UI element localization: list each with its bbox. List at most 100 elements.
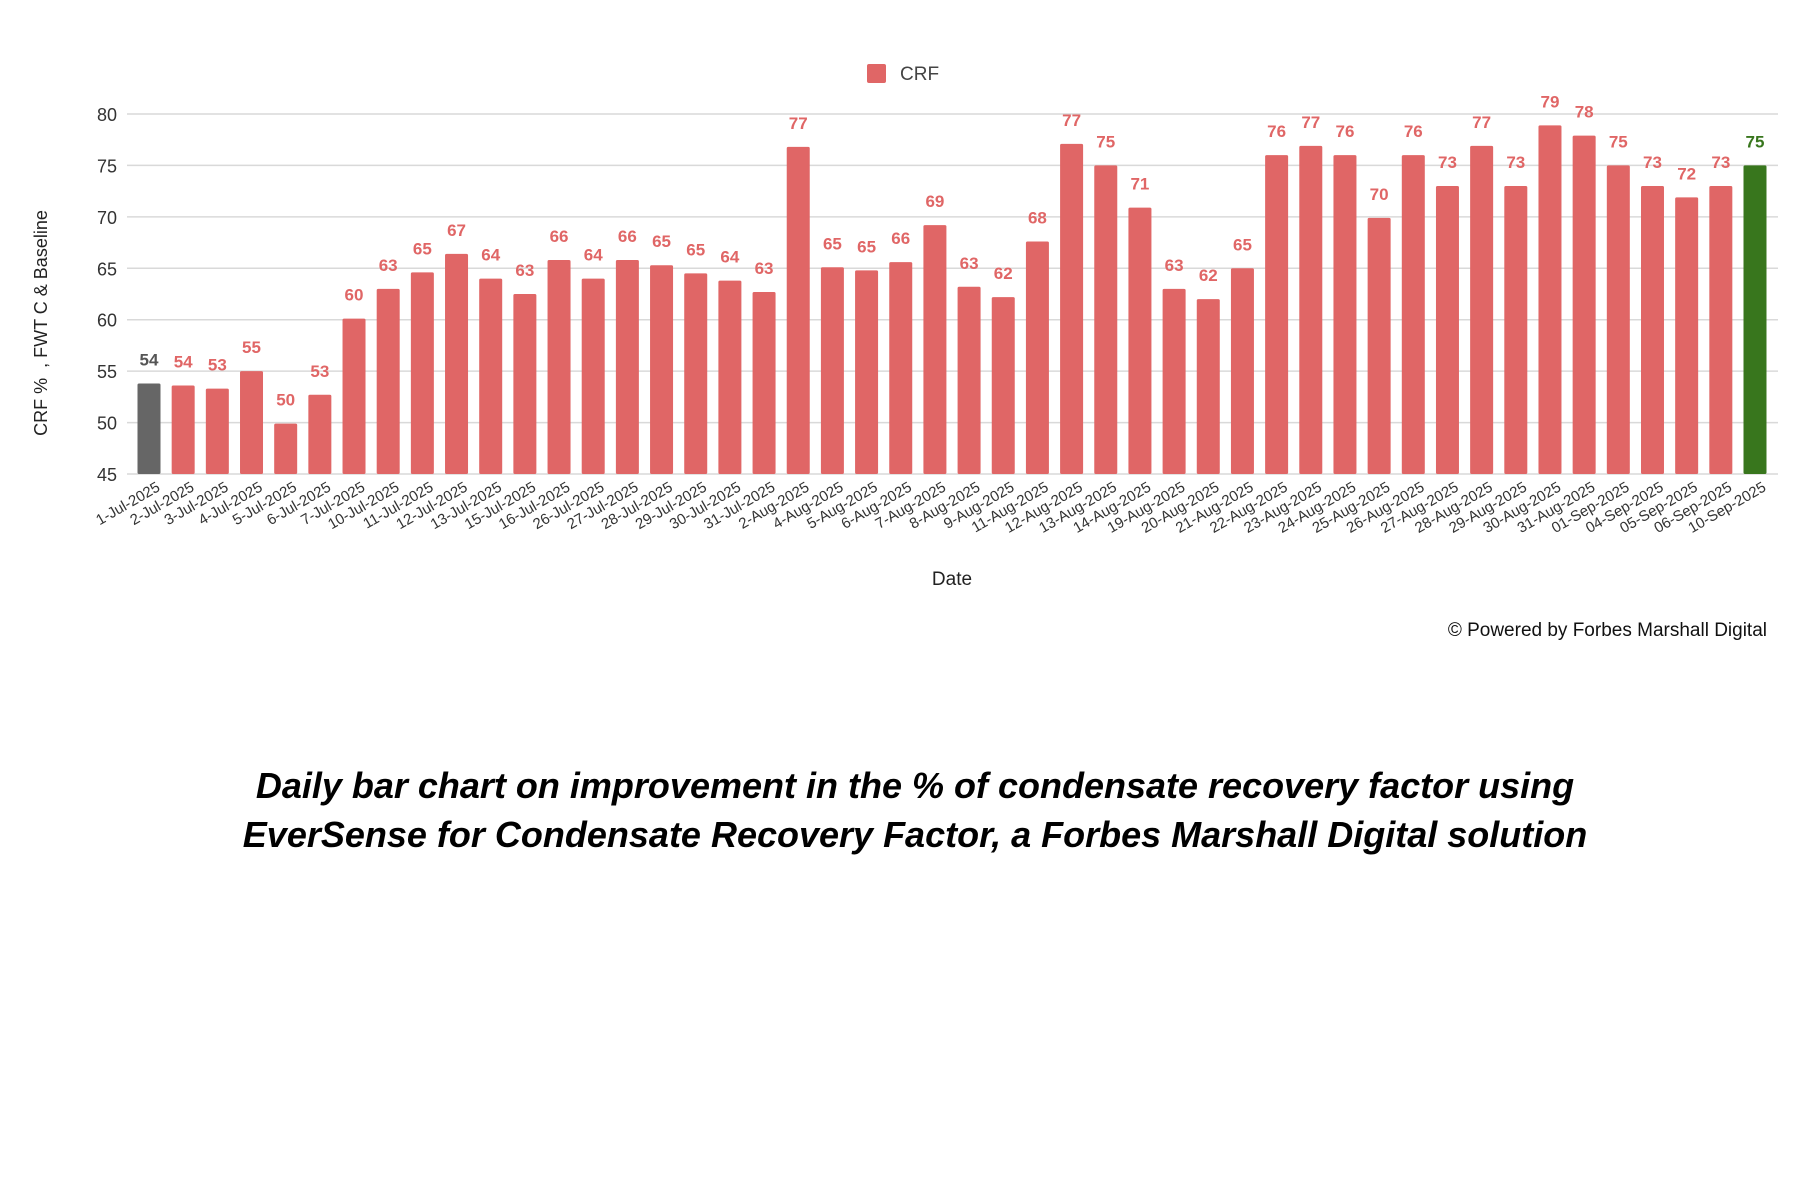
bar-13-Aug-2025 bbox=[1094, 165, 1118, 474]
bar-1-Jul-2025 bbox=[137, 383, 161, 474]
data-label: 66 bbox=[550, 227, 569, 246]
bar-5-Aug-2025 bbox=[855, 270, 879, 474]
data-label: 54 bbox=[140, 350, 159, 369]
data-label: 73 bbox=[1711, 153, 1730, 172]
data-label: 63 bbox=[960, 254, 979, 273]
bar-13-Jul-2025 bbox=[479, 278, 503, 474]
data-label: 77 bbox=[1301, 113, 1320, 132]
bar-26-Aug-2025 bbox=[1401, 155, 1425, 474]
data-label: 54 bbox=[174, 353, 193, 372]
bar-21-Aug-2025 bbox=[1230, 268, 1254, 474]
data-label: 65 bbox=[823, 234, 842, 253]
data-label: 69 bbox=[925, 192, 944, 211]
bar-31-Jul-2025 bbox=[752, 291, 776, 474]
data-label: 66 bbox=[891, 229, 910, 248]
y-tick-label: 80 bbox=[97, 105, 117, 125]
bar-22-Aug-2025 bbox=[1265, 155, 1289, 474]
bar-4-Aug-2025 bbox=[820, 267, 844, 474]
bar-11-Jul-2025 bbox=[410, 272, 434, 474]
data-labels: 54 54 53 55 50 53 60 63 65 67 64 63 66 64 66 65 65 64 63 77… bbox=[140, 92, 1765, 409]
data-label: 63 bbox=[515, 261, 534, 280]
data-label: 75 bbox=[1096, 132, 1115, 151]
y-axis-title: CRF % , FWT C & Baseline bbox=[31, 210, 51, 436]
data-label: 65 bbox=[857, 237, 876, 256]
bar-3-Jul-2025 bbox=[205, 388, 229, 474]
bar-15-Jul-2025 bbox=[513, 294, 537, 474]
bar-10-Sep-2025 bbox=[1743, 165, 1767, 474]
bar-12-Aug-2025 bbox=[1060, 143, 1084, 475]
data-label: 78 bbox=[1575, 103, 1594, 122]
data-label: 70 bbox=[1370, 185, 1389, 204]
bar-4-Jul-2025 bbox=[240, 371, 264, 474]
data-label: 77 bbox=[1472, 113, 1491, 132]
bar-20-Aug-2025 bbox=[1196, 299, 1220, 474]
bar-9-Aug-2025 bbox=[991, 297, 1015, 474]
data-label: 73 bbox=[1438, 153, 1457, 172]
bar-16-Jul-2025 bbox=[547, 260, 571, 474]
data-label: 65 bbox=[652, 232, 671, 251]
bar-29-Jul-2025 bbox=[684, 273, 708, 474]
y-tick-label: 55 bbox=[97, 362, 117, 382]
data-label: 77 bbox=[1062, 111, 1081, 130]
x-axis-title: Date bbox=[932, 569, 972, 590]
bars bbox=[137, 125, 1767, 475]
powered-by-credit: © Powered by Forbes Marshall Digital bbox=[1447, 620, 1767, 641]
data-label: 63 bbox=[379, 256, 398, 275]
data-label: 63 bbox=[1165, 256, 1184, 275]
data-label: 77 bbox=[789, 114, 808, 133]
bar-04-Sep-2025 bbox=[1640, 186, 1664, 474]
bar-31-Aug-2025 bbox=[1572, 135, 1596, 474]
y-tick-label: 70 bbox=[97, 208, 117, 228]
bar-12-Jul-2025 bbox=[445, 253, 469, 474]
bar-05-Sep-2025 bbox=[1675, 197, 1699, 475]
data-label: 76 bbox=[1267, 122, 1286, 141]
bar-6-Jul-2025 bbox=[308, 394, 332, 474]
y-tick-label: 65 bbox=[97, 259, 117, 279]
caption-line-2: EverSense for Condensate Recovery Factor… bbox=[242, 814, 1588, 855]
y-tick-label: 50 bbox=[97, 414, 117, 434]
data-label: 76 bbox=[1335, 122, 1354, 141]
legend-swatch bbox=[867, 64, 886, 83]
bar-7-Jul-2025 bbox=[342, 318, 366, 474]
bar-11-Aug-2025 bbox=[1025, 241, 1049, 474]
data-label: 73 bbox=[1506, 153, 1525, 172]
bar-24-Aug-2025 bbox=[1333, 155, 1357, 474]
data-label: 71 bbox=[1130, 175, 1149, 194]
data-label: 75 bbox=[1609, 132, 1628, 151]
data-label: 65 bbox=[1233, 235, 1252, 254]
bar-8-Aug-2025 bbox=[957, 286, 981, 474]
data-label: 64 bbox=[481, 246, 500, 265]
legend-label: CRF bbox=[900, 64, 939, 85]
bar-5-Jul-2025 bbox=[274, 423, 298, 474]
data-label: 79 bbox=[1541, 92, 1560, 111]
bar-27-Jul-2025 bbox=[615, 260, 639, 474]
data-label: 75 bbox=[1746, 132, 1765, 151]
data-label: 63 bbox=[755, 259, 774, 278]
data-label: 73 bbox=[1643, 153, 1662, 172]
bar-25-Aug-2025 bbox=[1367, 217, 1391, 474]
data-label: 65 bbox=[686, 240, 705, 259]
gridlines bbox=[127, 113, 1778, 475]
data-label: 53 bbox=[310, 362, 329, 381]
bar-28-Aug-2025 bbox=[1470, 145, 1494, 474]
bar-27-Aug-2025 bbox=[1435, 186, 1459, 474]
y-tick-labels: 45 50 55 60 65 70 75 80 bbox=[97, 105, 117, 485]
bar-7-Aug-2025 bbox=[923, 225, 947, 474]
data-label: 62 bbox=[994, 264, 1013, 283]
bar-2-Jul-2025 bbox=[171, 385, 195, 474]
x-tick-labels: 1-Jul-20252-Jul-20253-Jul-20254-Jul-2025… bbox=[93, 479, 1769, 537]
data-label: 53 bbox=[208, 356, 227, 375]
bar-01-Sep-2025 bbox=[1606, 165, 1630, 474]
bar-30-Aug-2025 bbox=[1538, 125, 1562, 475]
bar-23-Aug-2025 bbox=[1299, 145, 1323, 474]
bar-6-Aug-2025 bbox=[889, 262, 913, 474]
bar-26-Jul-2025 bbox=[581, 278, 605, 474]
bar-14-Aug-2025 bbox=[1128, 207, 1152, 474]
y-tick-label: 45 bbox=[97, 465, 117, 485]
data-label: 67 bbox=[447, 221, 466, 240]
caption-line-1: Daily bar chart on improvement in the % … bbox=[255, 765, 1575, 806]
y-tick-label: 75 bbox=[97, 156, 117, 176]
data-label: 50 bbox=[276, 391, 295, 410]
crf-bar-chart: 45 50 55 60 65 70 75 80 54 54 53 55 50 53 60 63 65 67 64 6… bbox=[31, 64, 1778, 590]
data-label: 68 bbox=[1028, 209, 1047, 228]
